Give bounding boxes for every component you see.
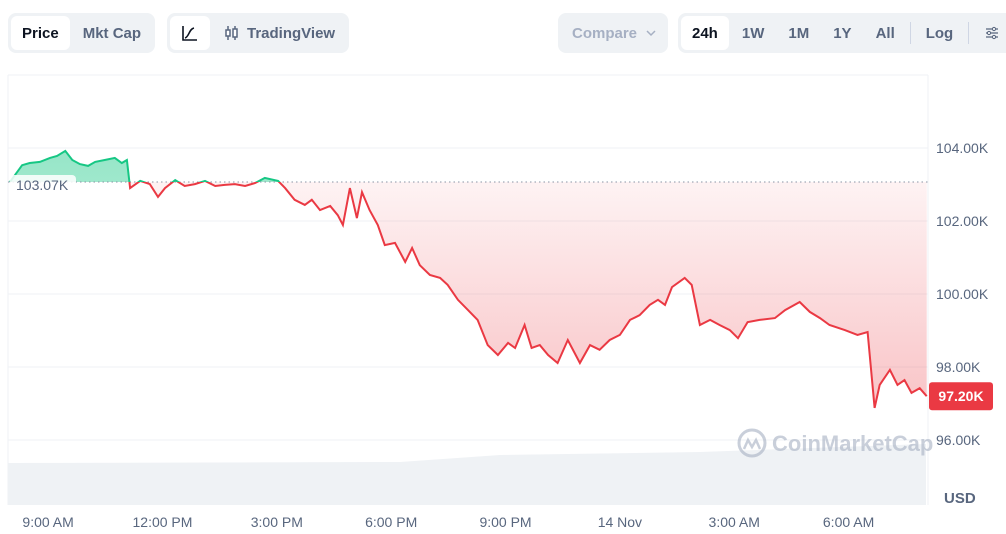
line-chart-icon [182,26,197,41]
settings-button[interactable] [973,16,1006,50]
compare-label: Compare [561,16,668,50]
candlestick-icon [225,26,238,40]
current-price-tag: 97.20K [929,382,993,411]
y-tick-label: 100.00K [936,286,989,302]
x-tick-label: 3:00 PM [251,514,303,530]
tab-mkt-cap[interactable]: Mkt Cap [82,24,142,42]
y-tick-label: 102.00K [936,213,989,229]
x-tick-label: 9:00 PM [479,514,531,530]
tradingview-label: TradingView [247,24,336,42]
tab-price[interactable]: Price [11,16,70,50]
currency-label: USD [944,490,976,507]
range-tabs: 24h 1W 1M 1Y All Log [678,13,1006,53]
area-above-baseline [10,150,927,182]
x-tick-label: 14 Nov [598,514,642,530]
sliders-icon [986,26,999,40]
current-price-value: 97.20K [938,388,983,404]
y-tick-label: 98.00K [936,359,981,375]
compare-text: Compare [572,24,638,42]
baseline-value: 103.07K [16,177,69,193]
tradingview-button[interactable]: TradingView [212,16,346,50]
chevron-down-icon [646,30,656,37]
line-chart-button[interactable] [170,16,210,50]
area-below-baseline [129,181,927,408]
range-1y[interactable]: 1Y [833,24,852,42]
y-tick-label: 104.00K [936,140,989,156]
watermark: CoinMarketCap [737,428,933,458]
chart-type-tabs: Price Mkt Cap [8,13,156,53]
range-24h[interactable]: 24h [681,16,729,50]
x-tick-label: 6:00 PM [365,514,417,530]
price-line-down [10,181,928,409]
range-all[interactable]: All [875,24,895,42]
divider [909,22,911,44]
x-tick-label: 9:00 AM [22,514,73,530]
watermark-text: CoinMarketCap [772,431,933,456]
x-tick-label: 3:00 AM [709,514,760,530]
chart-style-tabs: TradingView [167,13,350,53]
x-tick-label: 12:00 PM [133,514,193,530]
baseline-label: 103.07K [10,174,76,197]
y-tick-label: 96.00K [936,432,981,448]
divider [968,22,970,44]
log-toggle[interactable]: Log [925,24,954,42]
range-1w[interactable]: 1W [741,24,765,42]
x-tick-label: 6:00 AM [823,514,874,530]
compare-dropdown[interactable]: Compare [558,13,668,53]
volume-area [8,444,926,505]
range-1m[interactable]: 1M [788,24,810,42]
